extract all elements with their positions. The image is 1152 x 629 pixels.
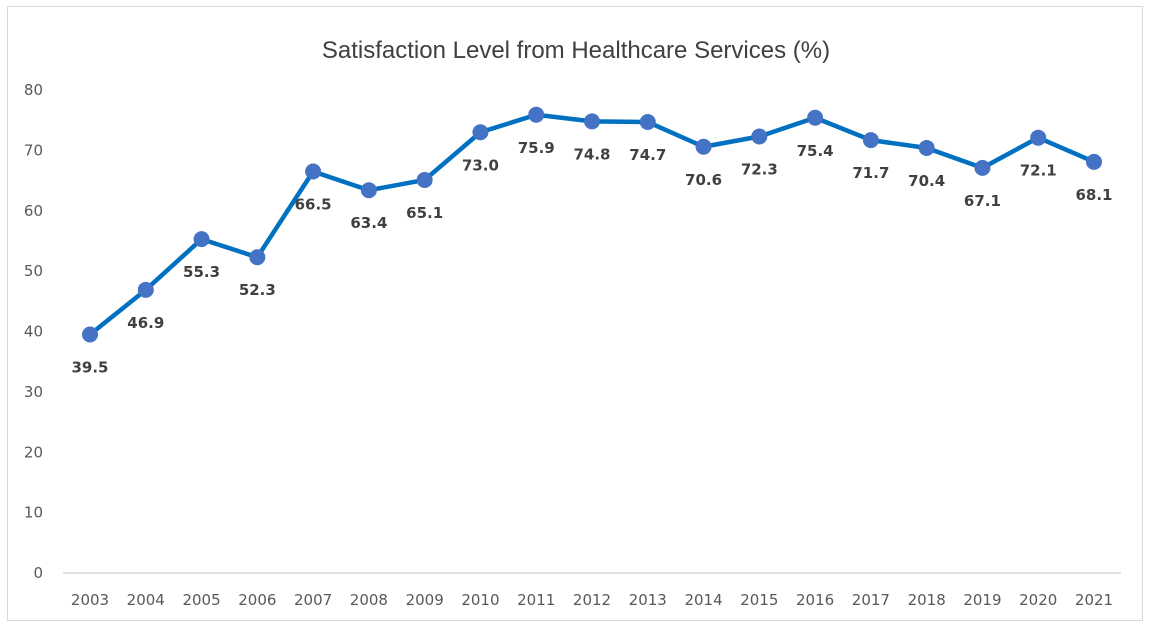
x-tick-label: 2016 — [796, 591, 834, 609]
data-point-marker — [1086, 153, 1102, 170]
data-point-marker — [137, 281, 154, 298]
x-tick-label: 2015 — [740, 591, 778, 609]
data-point-marker — [695, 138, 712, 155]
y-tick-label: 70 — [24, 141, 43, 159]
data-label: 46.9 — [127, 314, 164, 332]
x-tick-label: 2014 — [684, 591, 722, 609]
data-label: 74.7 — [629, 146, 666, 164]
chart-title: Satisfaction Level from Healthcare Servi… — [322, 37, 830, 64]
x-tick-label: 2018 — [908, 591, 946, 609]
x-tick-label: 2021 — [1075, 591, 1113, 609]
y-axis: 0 10 20 30 40 50 60 70 80 — [24, 81, 43, 582]
data-label: 74.8 — [573, 145, 610, 163]
x-tick-label: 2003 — [71, 591, 109, 609]
y-tick-label: 0 — [33, 564, 43, 582]
data-label: 75.4 — [797, 142, 834, 160]
data-label: 73.0 — [462, 156, 499, 174]
data-point-marker — [472, 124, 489, 141]
x-tick-label: 2006 — [238, 591, 276, 609]
data-label: 55.3 — [183, 263, 220, 281]
x-tick-label: 2011 — [517, 591, 555, 609]
y-tick-label: 20 — [24, 443, 43, 461]
line-chart: Satisfaction Level from Healthcare Servi… — [24, 37, 1121, 609]
data-label: 52.3 — [239, 281, 276, 299]
x-tick-label: 2009 — [406, 591, 444, 609]
data-point-marker — [360, 182, 377, 199]
y-tick-label: 10 — [24, 504, 43, 522]
data-label: 39.5 — [71, 359, 108, 377]
x-tick-label: 2012 — [573, 591, 611, 609]
x-tick-label: 2004 — [127, 591, 165, 609]
y-tick-label: 30 — [24, 383, 43, 401]
data-point-marker — [305, 163, 322, 180]
data-point-marker — [918, 139, 935, 156]
data-point-marker — [974, 159, 991, 176]
data-labels: 39.5 46.9 55.3 52.3 66.5 63.4 65.1 73.0 75.9 74.8… — [71, 139, 1112, 377]
y-tick-label: 40 — [24, 323, 43, 341]
data-label: 71.7 — [852, 164, 889, 182]
y-tick-label: 50 — [24, 262, 43, 280]
x-tick-label: 2005 — [182, 591, 220, 609]
data-point-marker — [862, 132, 879, 149]
x-tick-label: 2007 — [294, 591, 332, 609]
data-label: 72.3 — [741, 160, 778, 178]
data-point-marker — [416, 171, 433, 188]
x-tick-label: 2019 — [963, 591, 1001, 609]
x-tick-label: 2008 — [350, 591, 388, 609]
data-label: 63.4 — [350, 214, 387, 232]
data-point-marker — [807, 109, 824, 126]
data-label: 65.1 — [406, 204, 443, 222]
data-label: 68.1 — [1075, 186, 1112, 204]
data-point-marker — [751, 128, 768, 145]
x-tick-label: 2020 — [1019, 591, 1057, 609]
data-point-marker — [249, 249, 266, 266]
data-point-marker — [584, 113, 600, 130]
data-label: 70.6 — [685, 171, 722, 189]
y-tick-label: 60 — [24, 202, 43, 220]
x-tick-label: 2017 — [852, 591, 890, 609]
data-point-marker — [193, 231, 210, 248]
series-satisfaction-level — [82, 106, 1102, 343]
y-tick-label: 80 — [24, 81, 43, 99]
x-tick-label: 2010 — [461, 591, 499, 609]
data-point-marker — [82, 326, 98, 343]
chart-frame: Satisfaction Level from Healthcare Servi… — [7, 6, 1143, 621]
data-label: 72.1 — [1020, 162, 1057, 180]
x-tick-label: 2013 — [629, 591, 667, 609]
data-point-marker — [528, 106, 545, 123]
data-label: 75.9 — [518, 139, 555, 157]
data-point-marker — [639, 113, 656, 130]
x-axis: 2003 2004 2005 2006 2007 2008 2009 2010 2011 2012… — [71, 591, 1113, 609]
data-label: 67.1 — [964, 192, 1001, 210]
data-label: 70.4 — [908, 172, 945, 190]
data-label: 66.5 — [295, 196, 332, 214]
data-point-marker — [1030, 129, 1047, 146]
